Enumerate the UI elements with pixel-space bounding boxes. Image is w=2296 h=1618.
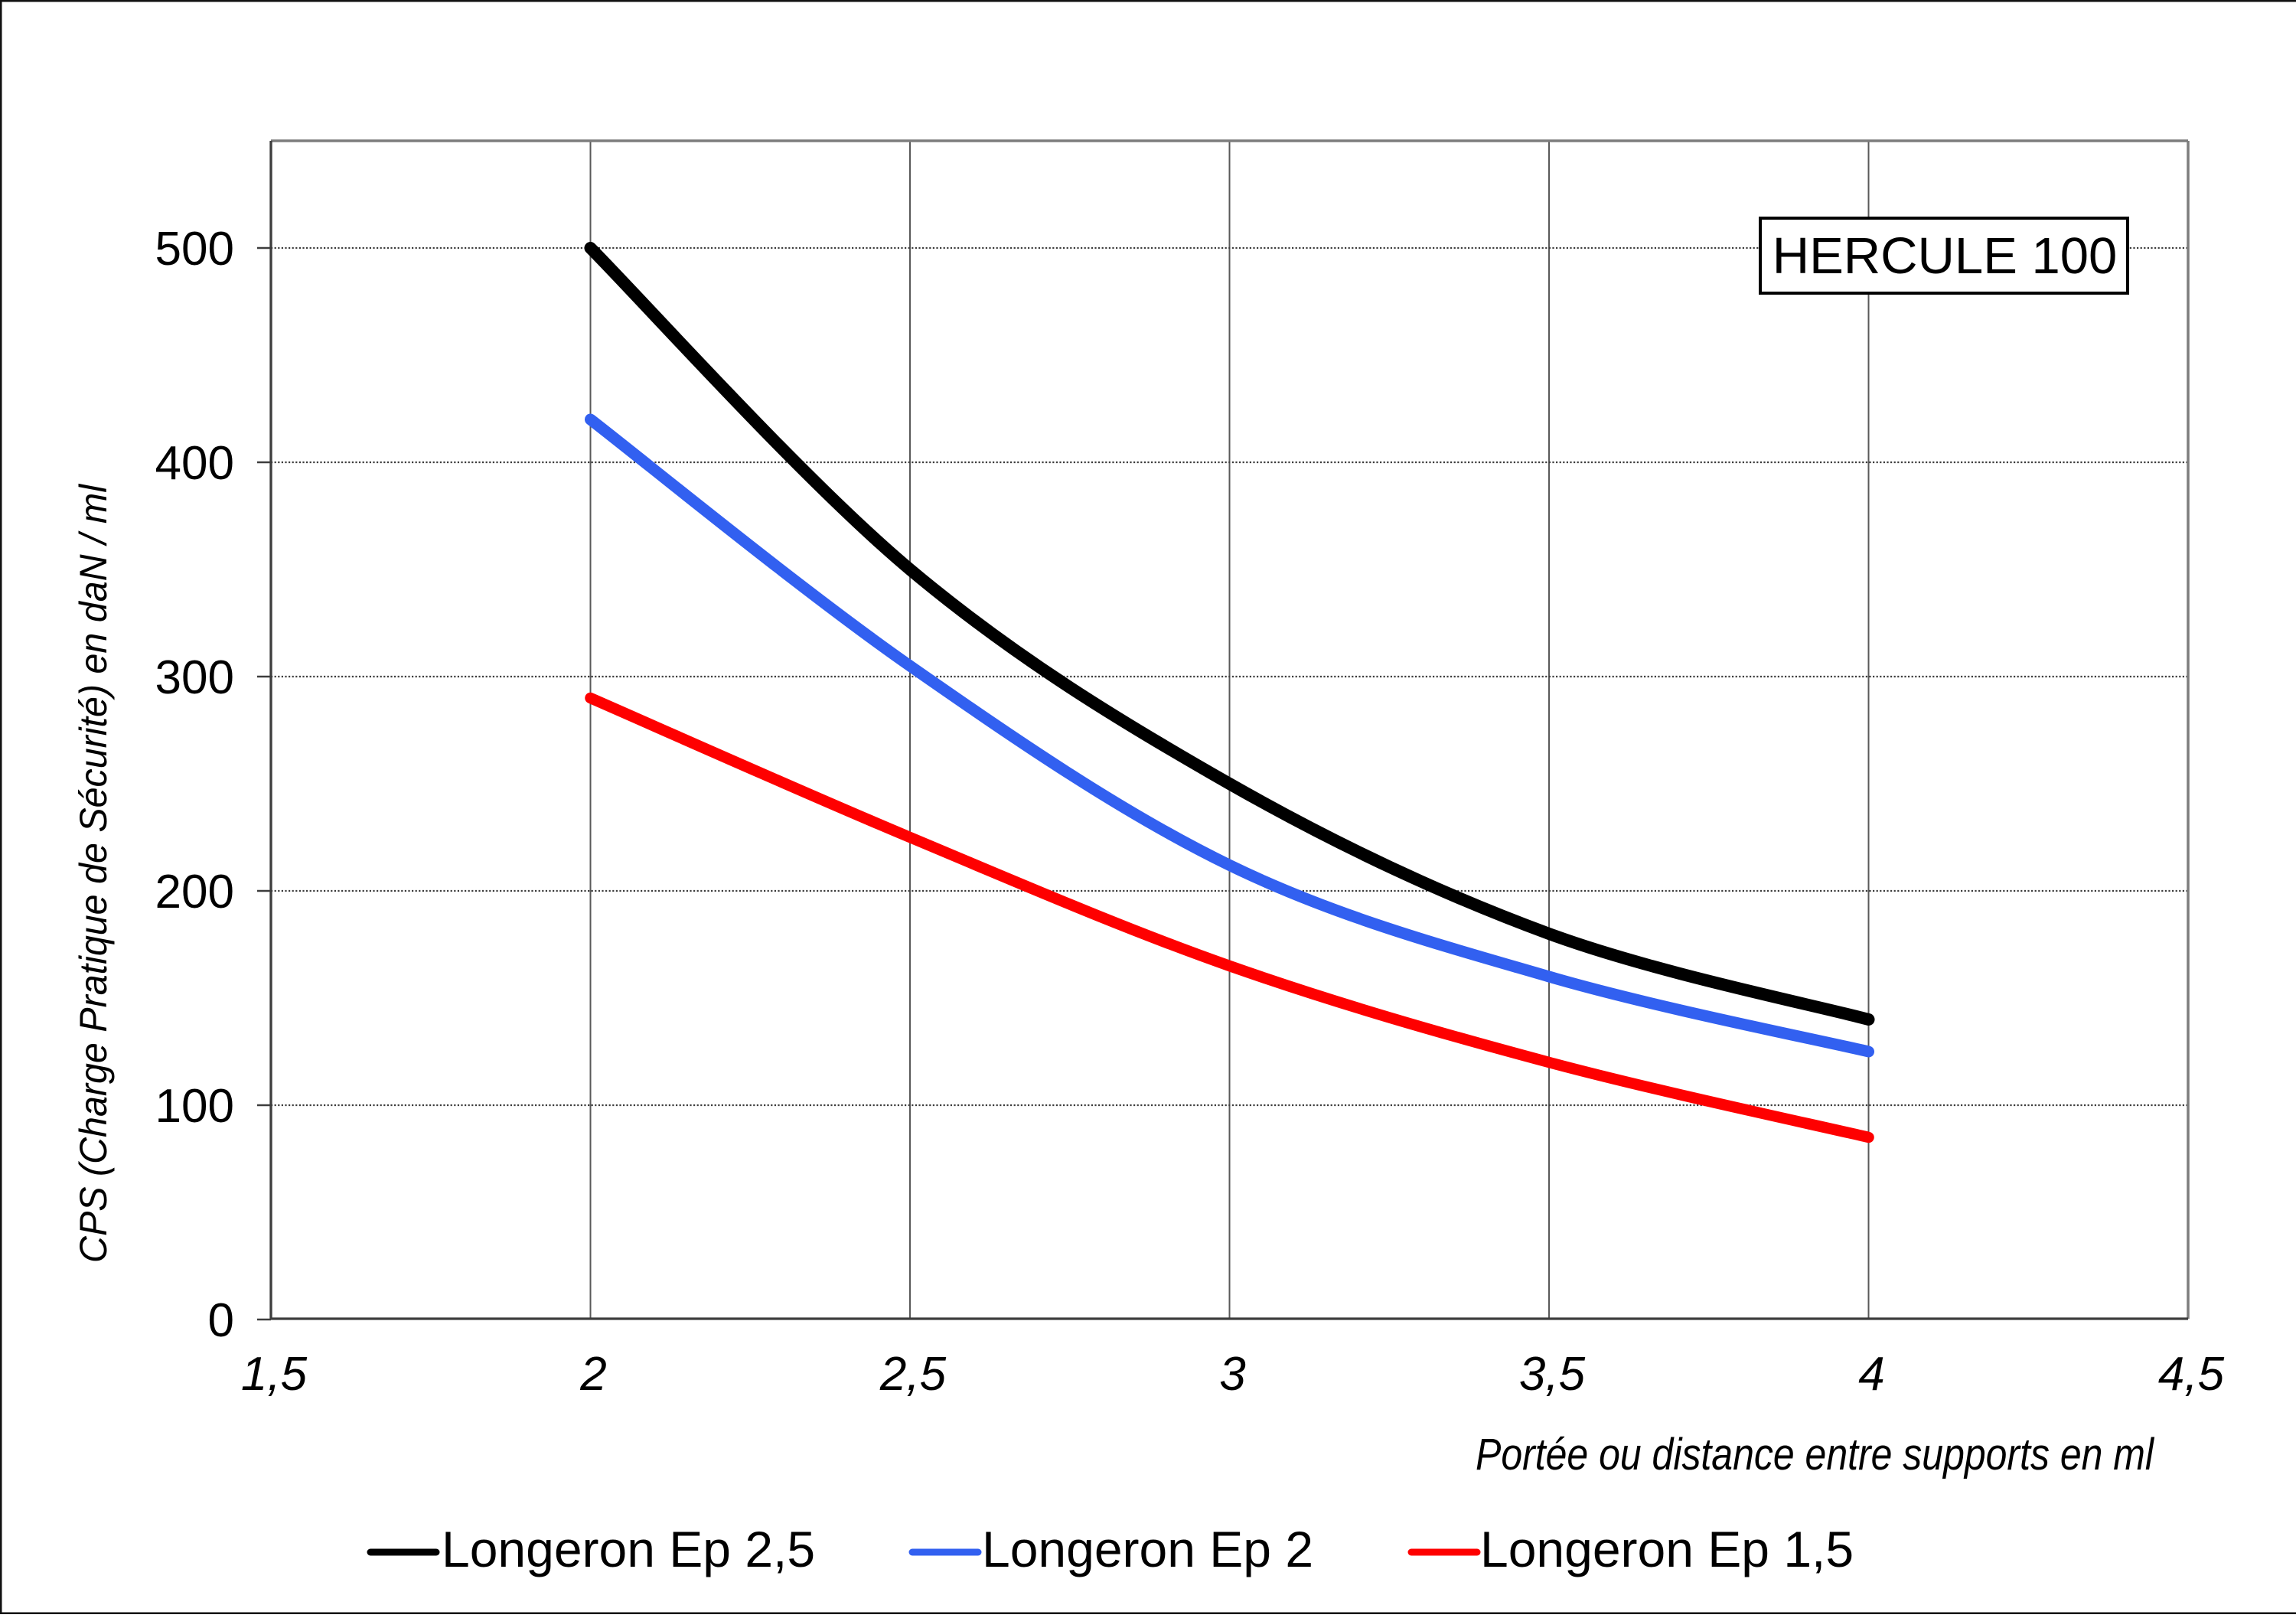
svg-text:3: 3: [1219, 1348, 1245, 1401]
svg-text:200: 200: [155, 866, 234, 918]
svg-text:Longeron Ep 2: Longeron Ep 2: [982, 1521, 1313, 1577]
svg-text:100: 100: [155, 1080, 234, 1133]
svg-text:Longeron Ep 2,5: Longeron Ep 2,5: [442, 1521, 815, 1577]
svg-text:3,5: 3,5: [1519, 1348, 1586, 1401]
svg-text:CPS (Charge Pratique de Sécuri: CPS (Charge Pratique de Sécurité) en daN…: [72, 483, 115, 1263]
svg-text:2,5: 2,5: [879, 1348, 947, 1401]
svg-text:400: 400: [155, 437, 234, 490]
svg-text:HERCULE 100: HERCULE 100: [1773, 227, 2118, 285]
svg-text:4: 4: [1858, 1348, 1884, 1401]
svg-text:2: 2: [579, 1348, 606, 1401]
svg-text:4,5: 4,5: [2158, 1348, 2225, 1401]
svg-text:0: 0: [208, 1294, 234, 1347]
svg-text:300: 300: [155, 651, 234, 704]
svg-text:Longeron Ep 1,5: Longeron Ep 1,5: [1480, 1521, 1854, 1577]
svg-text:Portée ou distance entre suppo: Portée ou distance entre supports en ml: [1476, 1430, 2155, 1479]
svg-text:500: 500: [155, 223, 234, 276]
svg-text:1,5: 1,5: [241, 1348, 308, 1401]
